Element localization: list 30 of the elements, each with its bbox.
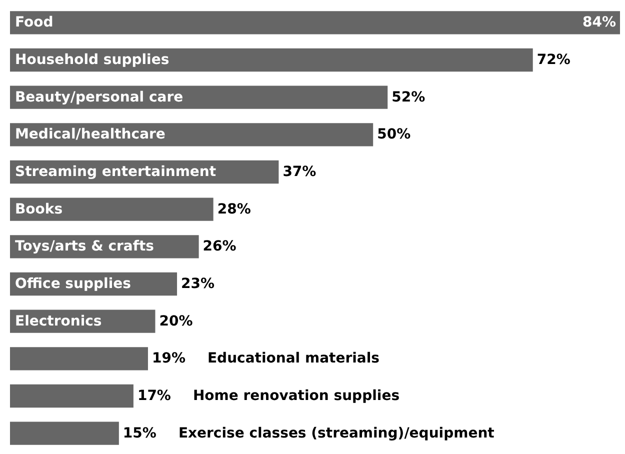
data-label: 17%: [137, 388, 171, 404]
y-tick-label: Educational materials: [207, 350, 380, 367]
data-label: 50%: [377, 126, 411, 143]
bar: [10, 11, 620, 34]
data-label: 15%: [122, 425, 156, 442]
y-tick-label: Beauty/personal care: [15, 89, 184, 106]
y-tick-label: Household supplies: [15, 52, 170, 68]
data-label: 19%: [152, 350, 186, 367]
data-label: 84%: [582, 14, 616, 31]
bar: [10, 347, 148, 370]
y-tick-label: Electronics: [15, 313, 102, 330]
y-tick-label: Medical/healthcare: [15, 126, 166, 143]
data-label: 37%: [282, 164, 316, 180]
data-label: 20%: [159, 313, 193, 330]
y-tick-label: Exercise classes (streaming)/equipment: [178, 425, 495, 442]
y-tick-label: Office supplies: [15, 276, 131, 292]
y-tick-label: Home renovation supplies: [192, 388, 400, 404]
bar: [10, 422, 119, 445]
bar: [10, 198, 214, 221]
y-tick-label: Books: [15, 201, 63, 218]
data-label: 26%: [202, 238, 236, 255]
data-label: 72%: [536, 52, 570, 68]
y-tick-label: Food: [15, 14, 54, 31]
bar: [10, 384, 134, 408]
data-label: 52%: [392, 89, 426, 106]
y-tick-label: Streaming entertainment: [15, 164, 216, 180]
data-label: 23%: [181, 276, 215, 292]
data-label: 28%: [217, 201, 251, 218]
bar: [10, 48, 533, 72]
y-tick-label: Toys/arts & crafts: [15, 238, 154, 255]
